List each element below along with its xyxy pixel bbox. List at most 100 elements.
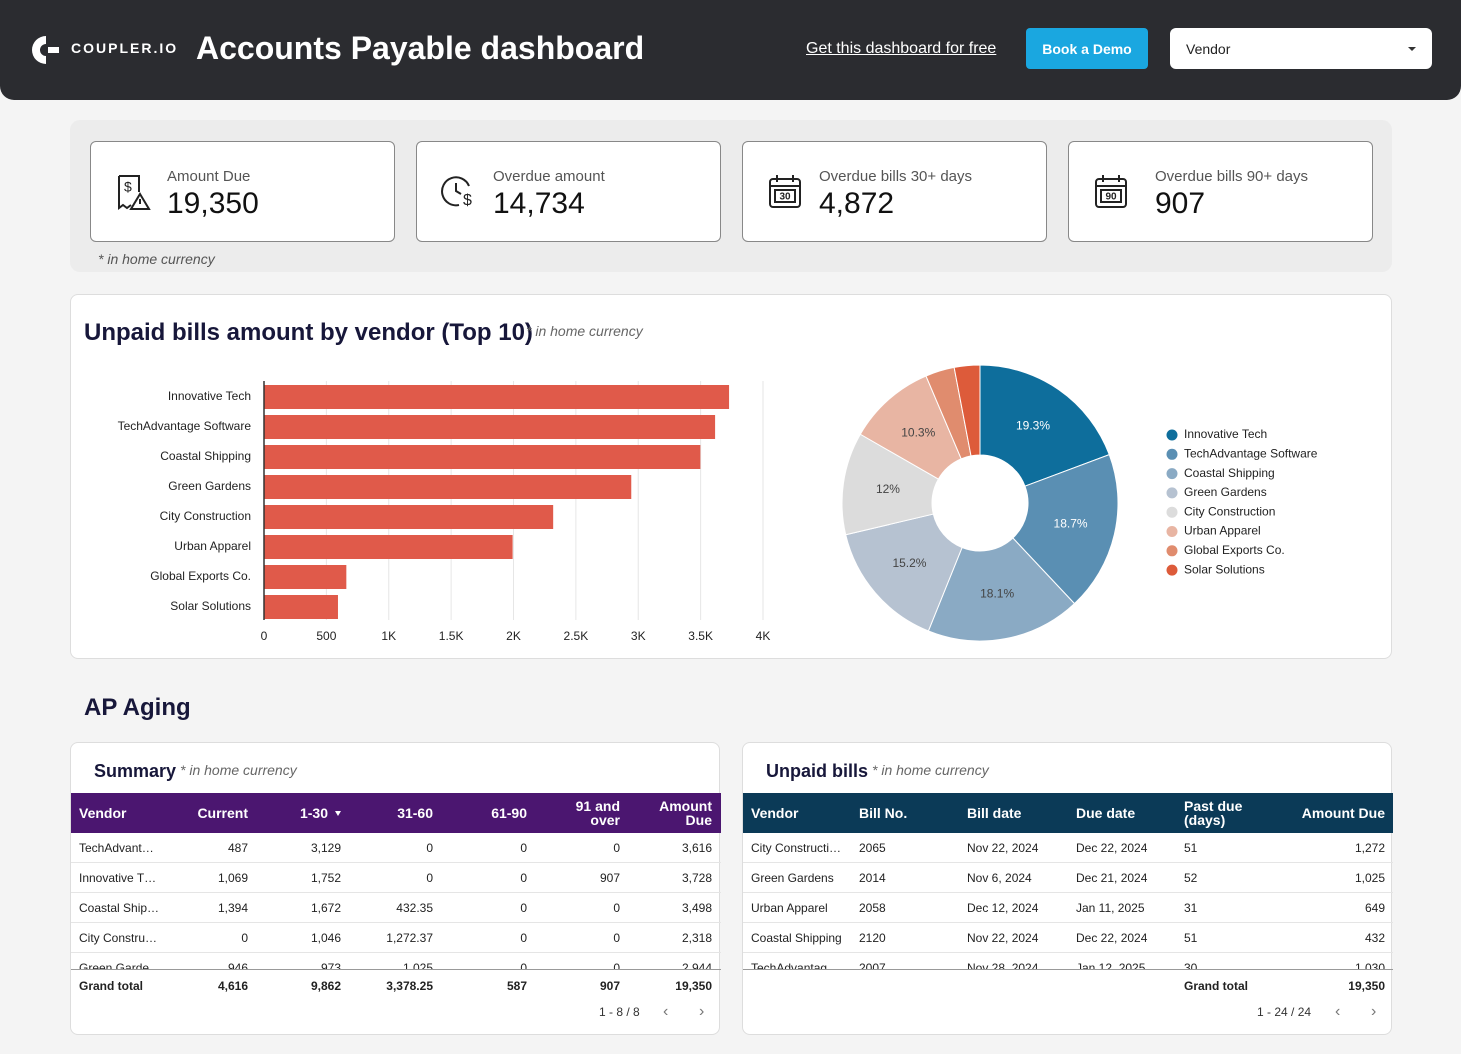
table-note: * in home currency [872,762,989,778]
x-tick-label: 0 [261,629,268,643]
kpi-label: Amount Due [167,168,251,185]
book-demo-button[interactable]: Book a Demo [1026,28,1148,69]
column-header: Due date [1076,805,1136,821]
prev-page[interactable]: ‹ [1335,1003,1341,1020]
prev-page[interactable]: ‹ [663,1003,669,1020]
table-cell: 52 [1184,870,1198,885]
table-cell: 1,069 [217,870,248,885]
sort-icon [335,810,341,816]
section-title: Unpaid bills amount by vendor (Top 10) [84,319,533,346]
table-cell: Nov 6, 2024 [967,870,1032,885]
table-cell: 0 [520,900,527,915]
pagination: 1 - 24 / 24 [1257,1005,1312,1019]
next-page[interactable]: › [699,1003,705,1020]
table-cell: 487 [227,840,248,855]
table-cell: 1,272.37 [386,930,433,945]
table-cell: 2065 [859,840,886,855]
table-cell: Urban Apparel [751,900,828,915]
next-page[interactable]: › [1371,1003,1377,1020]
svg-text:$: $ [124,179,132,195]
table-cell: 1,394 [217,900,248,915]
table-cell: Innovative T… [79,870,157,885]
table-cell: 3,728 [681,870,712,885]
table-header: Vendor Current 1-30 31-60 61-90 91 and over Am… [71,793,721,833]
legend-swatch [1166,448,1178,460]
column-header: Current [197,805,248,821]
table-cell: Dec 22, 2024 [1076,930,1148,945]
table-cell: 1,272 [1354,840,1385,855]
table-cell: 946 [227,960,248,970]
column-header[interactable]: 1-30 [256,793,349,833]
y-tick-label: Coastal Shipping [160,449,251,463]
table-row: Urban Apparel 2058 Dec 12, 2024 Jan 11, 202… [743,893,1393,923]
legend-label: Urban Apparel [1184,524,1261,538]
table-cell: 1,030 [1354,960,1385,970]
table-cell: 3,129 [310,840,341,855]
table-row: City Constructi… 2065 Nov 22, 2024 Dec 22, … [743,833,1393,863]
x-tick-label: 2.5K [564,629,589,643]
y-tick-label: Green Gardens [168,479,251,493]
calendar-icon: 90 [1095,175,1127,208]
total-cell: 587 [506,978,527,993]
legend-swatch [1166,506,1178,518]
table-cell: 51 [1184,840,1198,855]
kpi-card: $ Overdue amount 14,734 [416,141,721,242]
pie-slice [953,364,981,457]
kpi-label: Overdue bills 30+ days [819,168,973,185]
svg-text:$: $ [463,192,472,209]
kpi-value: 19,350 [167,187,259,220]
logo-icon [32,36,59,64]
table-cell: Dec 12, 2024 [967,900,1039,915]
pagination: 1 - 8 / 8 [599,1005,640,1019]
table-cell: 0 [426,870,433,885]
table-cell: 0 [520,840,527,855]
vendor-filter[interactable]: Vendor [1170,28,1432,69]
bar [264,595,338,619]
x-tick-label: 1.5K [439,629,464,643]
table-cell: 2,944 [681,960,712,970]
section-note: * in home currency [526,323,643,339]
get-dashboard-link[interactable]: Get this dashboard for free [806,40,997,57]
bill-icon: $ [118,175,151,210]
kpi-value: 4,872 [819,187,895,220]
table-cell: 0 [426,840,433,855]
table-cell: Jan 11, 2025 [1076,900,1145,915]
bar [264,415,716,439]
table-cell: 31 [1184,900,1198,915]
x-tick-label: 3K [631,629,646,643]
table-row: Green Garde… 946 973 1,025 0 0 2,944 [71,953,721,970]
table-cell: Jan 12, 2025 [1076,960,1146,970]
kpi-label: Overdue bills 90+ days [1155,168,1309,185]
total-cell: 9,862 [310,978,341,993]
kpi-note: * in home currency [98,251,215,267]
total-row: Grand total 19,350 [743,969,1393,1001]
table-cell: 30 [1184,960,1198,970]
total-cell: 3,378.25 [386,978,433,993]
table-cell: Dec 21, 2024 [1076,870,1148,885]
unpaid-bills-card: Unpaid bills * in home currency Vendor Bi… [742,742,1393,1035]
table-cell: Green Gardens [751,870,834,885]
pie-slice [927,537,1076,642]
column-header: Vendor [79,805,127,821]
svg-text:90: 90 [1105,192,1117,203]
table-row: Coastal Ship… 1,394 1,672 432.35 0 0 3,498 [71,893,721,923]
table-cell: 0 [241,930,248,945]
y-tick-label: Solar Solutions [170,599,251,613]
x-tick-label: 1K [381,629,396,643]
table-row: City Constru… 0 1,046 1,272.37 0 0 2,318 [71,923,721,953]
table-cell: Nov 22, 2024 [967,840,1039,855]
kpi-card: 30 Overdue bills 30+ days 4,872 [742,141,1047,242]
data-label: 18.1% [980,587,1014,601]
legend-swatch [1166,487,1178,499]
column-header: 31-60 [397,805,433,821]
y-tick-label: Global Exports Co. [150,569,251,583]
table-cell: 432.35 [396,900,433,915]
y-tick-label: TechAdvantage Software [118,419,252,433]
clock-icon: $ [441,176,472,209]
legend-swatch [1166,564,1178,576]
kpi-card: $ Amount Due 19,350 [90,141,395,242]
table-note: * in home currency [180,762,297,778]
legend-label: Solar Solutions [1184,562,1265,576]
table-cell: 1,046 [310,930,341,945]
